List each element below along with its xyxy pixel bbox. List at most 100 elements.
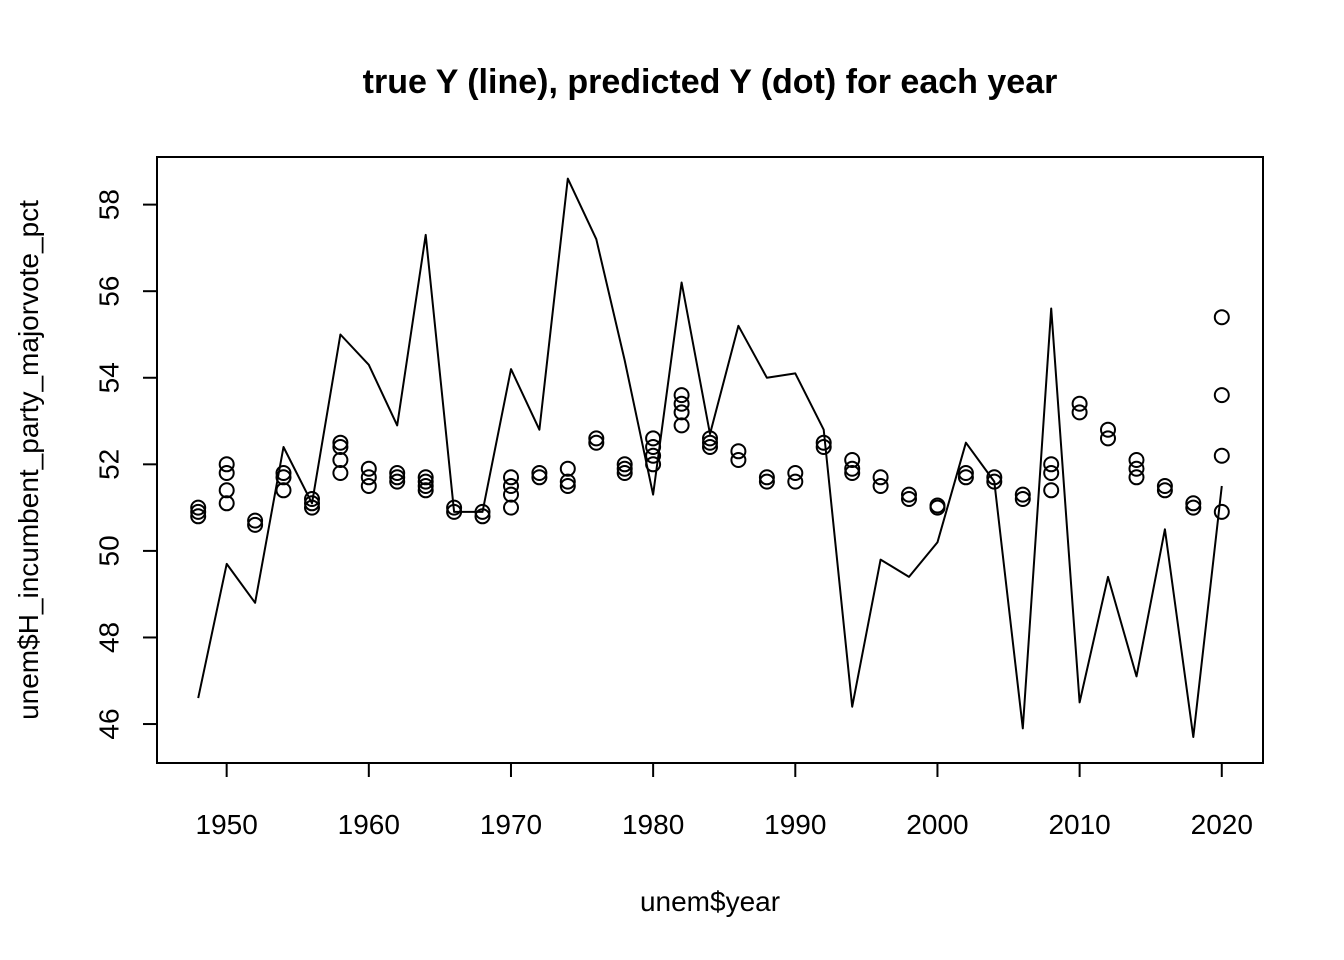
predicted-y-point <box>1100 421 1116 438</box>
predicted-y-point <box>1100 430 1116 447</box>
predicted-y-point <box>673 417 690 434</box>
predicted-y-point <box>218 465 235 481</box>
predicted-y-point <box>190 499 207 516</box>
predicted-y-point <box>332 439 349 455</box>
predicted-y-point <box>1156 478 1173 494</box>
predicted-y-point <box>645 456 662 473</box>
predicted-y-point <box>815 439 832 455</box>
predicted-y-point <box>758 473 775 490</box>
predicted-y-point <box>190 508 207 525</box>
predicted-y-point <box>673 387 690 404</box>
predicted-y-point <box>957 469 974 486</box>
predicted-y-point <box>446 499 463 516</box>
predicted-y-point <box>1213 503 1230 520</box>
y-tick-label: 52 <box>93 449 124 480</box>
x-tick-label: 1950 <box>196 809 258 840</box>
y-axis-label: unem$H_incumbent_party_majorvote_pct <box>13 200 44 720</box>
predicted-y-point <box>275 482 292 499</box>
series-layer <box>190 177 1230 738</box>
predicted-y-point <box>645 447 662 464</box>
x-tick-label: 1970 <box>480 809 542 840</box>
predicted-y-point <box>986 473 1003 490</box>
predicted-y-point <box>389 473 406 490</box>
predicted-y-point <box>1213 387 1230 404</box>
predicted-y-point <box>503 486 519 503</box>
predicted-y-point <box>787 465 804 481</box>
predicted-y-point <box>1071 404 1088 421</box>
plot-frame <box>156 156 1264 764</box>
predicted-y-point <box>616 465 633 481</box>
predicted-y-point <box>503 499 519 516</box>
predicted-y-point <box>730 452 747 468</box>
y-tick-label: 58 <box>93 189 124 220</box>
predicted-y-point <box>503 478 519 494</box>
predicted-y-point <box>588 430 605 447</box>
chart-title: true Y (line), predicted Y (dot) for eac… <box>363 63 1058 101</box>
predicted-y-point <box>389 465 406 481</box>
predicted-y-point <box>417 473 434 490</box>
predicted-y-point <box>1014 491 1031 507</box>
y-tick-label: 48 <box>93 622 124 653</box>
predicted-y-point <box>1185 495 1202 512</box>
predicted-y-point <box>531 469 548 486</box>
predicted-y-point <box>360 469 377 486</box>
predicted-y-point <box>844 460 861 477</box>
predicted-y-point <box>787 473 804 490</box>
predicted-y-point <box>758 469 775 486</box>
x-tick-label: 1980 <box>622 809 684 840</box>
predicted-y-point <box>929 497 946 514</box>
predicted-y-point <box>986 469 1003 486</box>
predicted-y-point <box>645 430 662 447</box>
predicted-y-point <box>559 478 576 494</box>
predicted-y-point <box>1128 460 1145 477</box>
predicted-y-point <box>332 434 349 451</box>
predicted-y-point <box>645 439 662 455</box>
predicted-y-point <box>588 434 605 451</box>
predicted-y-point <box>304 499 320 516</box>
predicted-y-point <box>332 465 349 481</box>
x-axis-label: unem$year <box>640 886 780 917</box>
predicted-y-point <box>1213 447 1230 464</box>
predicted-y-point <box>1156 482 1173 499</box>
x-tick-label: 2020 <box>1191 809 1253 840</box>
predicted-y-point <box>616 456 633 473</box>
predicted-y-point <box>304 491 320 507</box>
x-tick-label: 1990 <box>764 809 826 840</box>
predicted-y-point <box>218 456 235 473</box>
y-tick-label: 54 <box>93 362 124 393</box>
predicted-y-point <box>901 491 917 507</box>
predicted-y-point <box>446 503 463 520</box>
predicted-y-point <box>275 469 292 486</box>
predicted-y-point <box>559 473 576 490</box>
predicted-y-point <box>1185 499 1202 516</box>
predicted-y-point <box>1213 309 1230 326</box>
predicted-y-point <box>190 503 207 520</box>
predicted-y-point <box>360 460 377 477</box>
predicted-y-point <box>417 478 434 494</box>
predicted-y-point <box>901 486 917 503</box>
predicted-y-point <box>1128 469 1145 486</box>
predicted-y-point <box>332 452 349 468</box>
predicted-y-point <box>559 460 576 477</box>
predicted-y-point <box>872 469 889 486</box>
predicted-y-point <box>503 469 519 486</box>
true-y-line <box>197 177 1223 738</box>
predicted-y-point <box>275 465 292 481</box>
predicted-y-point <box>616 460 633 477</box>
predicted-y-point <box>389 469 406 486</box>
predicted-y-point <box>1043 482 1060 499</box>
predicted-y-point <box>417 469 434 486</box>
predicted-y-point <box>844 452 861 468</box>
x-tick-label: 1960 <box>338 809 400 840</box>
predicted-y-point <box>702 434 718 451</box>
y-tick-label: 56 <box>93 276 124 307</box>
y-axis: 46 48 50 52 54 56 58 <box>93 189 158 740</box>
predicted-y-point <box>531 465 548 481</box>
predicted-y-point <box>1043 456 1060 473</box>
predicted-y-point <box>815 434 832 451</box>
predicted-y-point <box>1128 452 1145 468</box>
x-axis: 1950 1960 1970 1980 1990 2000 2010 2020 <box>196 762 1253 840</box>
predicted-y-point <box>1043 465 1060 481</box>
predicted-y-point <box>360 478 377 494</box>
